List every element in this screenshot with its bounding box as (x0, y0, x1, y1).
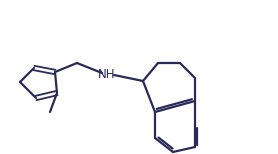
Text: NH: NH (98, 67, 116, 81)
